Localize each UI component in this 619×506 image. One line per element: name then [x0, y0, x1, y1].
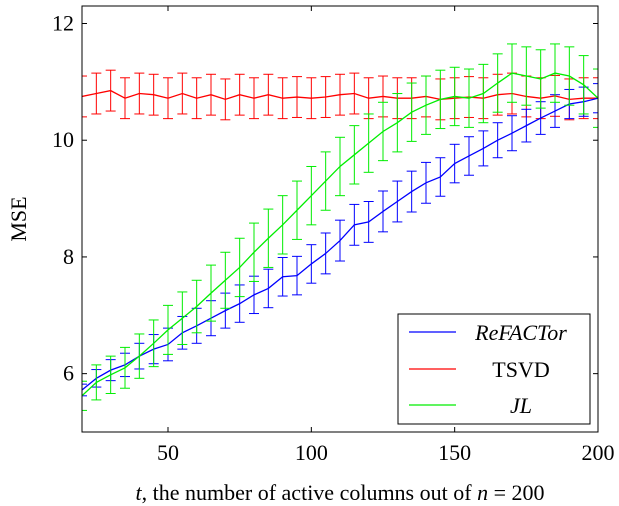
series-jl [82, 43, 598, 411]
x-axis-label-n: n [477, 480, 488, 505]
legend: ReFACTor TSVD JL [397, 313, 591, 425]
y-tick-label: 10 [52, 127, 74, 152]
x-axis-label: t, the number of active columns out of n… [136, 480, 545, 505]
series-line-jl [82, 72, 598, 397]
legend-label-tsvd: TSVD [492, 357, 549, 382]
series-refactor [82, 83, 598, 397]
x-tick-label: 100 [295, 440, 328, 465]
x-tick-label: 200 [582, 440, 615, 465]
y-axis: 6 8 10 12 [52, 11, 598, 386]
y-tick-label: 12 [52, 11, 74, 36]
series-tsvd [82, 69, 598, 121]
x-axis: 50 100 150 200 [157, 6, 615, 465]
legend-label-jl: JL [510, 393, 532, 418]
x-axis-label-eq: = 200 [488, 480, 544, 505]
plot-frame [81, 5, 599, 433]
x-axis-label-t: t [136, 480, 143, 505]
legend-label-refactor: ReFACTor [474, 320, 567, 345]
x-tick-label: 50 [157, 440, 179, 465]
y-axis-label: MSE [6, 196, 31, 241]
x-axis-label-mid: , the number of active columns out of [142, 480, 477, 505]
y-tick-label: 6 [63, 361, 74, 386]
y-tick-label: 8 [63, 244, 74, 269]
series-layer [82, 43, 598, 411]
x-tick-label: 150 [438, 440, 471, 465]
